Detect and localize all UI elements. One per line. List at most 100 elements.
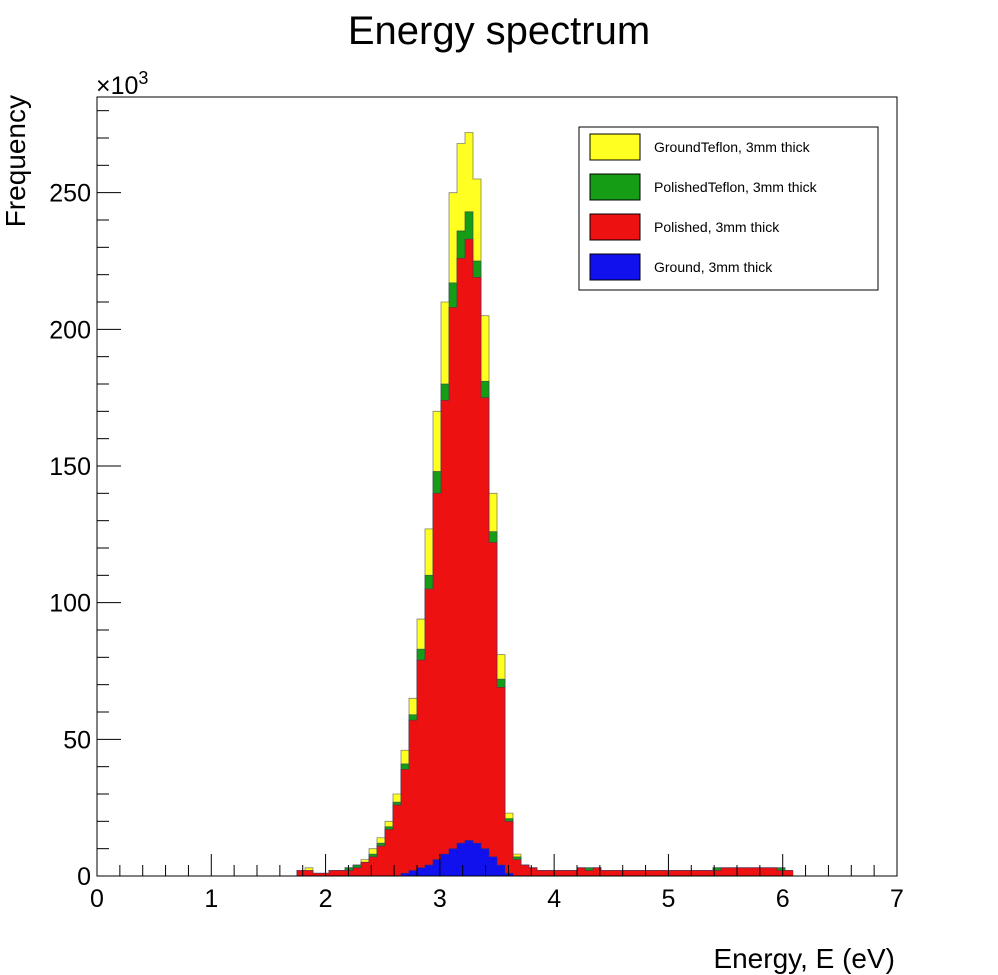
y-axis-scale-base: ×10 [96,72,138,100]
histogram-bar [520,864,530,877]
y-tick-label: 100 [49,590,91,618]
histogram-bar [448,848,458,877]
y-tick-label: 200 [49,316,91,344]
histogram-bar [688,870,698,877]
histogram-bar [432,493,442,877]
x-tick-label: 3 [433,885,447,913]
histogram-bar [680,870,690,877]
histogram-bar [376,845,386,877]
histogram-bar [368,856,378,877]
histogram-bar [408,870,418,877]
x-tick-label: 1 [204,885,218,913]
y-tick-label: 150 [49,453,91,481]
histogram-bar [472,843,482,877]
histogram-bar [416,867,426,877]
x-axis: 0 1 2 3 4 5 6 7 [90,854,904,913]
legend-label: Ground, 3mm thick [654,259,773,275]
histogram-bar [608,870,618,877]
histogram-bar [544,870,554,877]
histogram-bar [328,870,338,877]
histogram-bar [496,864,506,877]
histogram-bar [656,870,666,877]
x-tick-label: 5 [661,885,675,913]
plot-area [296,132,794,877]
histogram-bar [616,870,626,877]
histogram-bar [720,867,730,877]
histogram-bar [576,867,586,877]
histogram-bar [360,862,370,877]
histogram-bar [480,397,490,877]
histogram-bar [416,659,426,877]
y-axis-scale-exponent: 3 [138,68,148,88]
histogram-outline [296,238,793,876]
histogram-bar [672,870,682,877]
histogram-bar [568,870,578,877]
legend-label: Polished, 3mm thick [654,219,780,235]
histogram-bar [424,588,434,877]
y-tick-label: 0 [77,863,91,891]
series-3-bars [296,238,794,877]
x-tick-label: 4 [547,885,561,913]
histogram-bar [560,870,570,877]
histogram-bar [384,829,394,877]
legend-label: PolishedTeflon, 3mm thick [654,179,818,195]
histogram-bar [400,769,410,877]
y-axis: 0 50 100 150 200 250 [49,110,121,891]
histogram-bar [736,867,746,877]
histogram-bar [488,856,498,877]
histogram-bar [472,277,482,877]
histogram-bar [480,848,490,877]
histogram-bar [728,867,738,877]
y-tick-label: 250 [49,180,91,208]
legend-swatch [589,213,641,241]
histogram-bar [488,542,498,877]
histogram-bar [624,870,634,877]
histogram-bar [344,870,354,877]
x-tick-label: 7 [890,885,904,913]
legend-swatch [589,253,641,281]
histogram-bar [424,864,434,877]
histogram-bar [352,867,362,877]
histogram-bar [504,821,514,877]
histogram-bar [648,870,658,877]
histogram-bar [776,870,786,877]
histogram-bar [304,870,314,877]
histogram-bar [440,400,450,877]
histogram-bar [448,307,458,877]
x-tick-label: 0 [90,885,104,913]
histogram-bar [744,867,754,877]
histogram-bar [496,687,506,877]
y-axis-title: Frequency [0,95,31,227]
histogram-bar [456,258,466,877]
series-2-bars [296,211,794,877]
x-axis-title: Energy, E (eV) [713,943,895,974]
legend-label: GroundTeflon, 3mm thick [654,139,811,155]
chart-title: Energy spectrum [348,9,650,53]
histogram-bar [464,840,474,877]
histogram-bar [696,870,706,877]
legend: GroundTeflon, 3mm thick PolishedTeflon, 3… [578,126,879,291]
histogram-bar [768,867,778,877]
histogram-bar [760,867,770,877]
histogram-bar [632,870,642,877]
histogram-bar [440,853,450,877]
y-axis-scale-label: ×103 [96,68,148,100]
legend-swatch [589,173,641,201]
histogram-bar [456,843,466,877]
histogram-bar [512,859,522,877]
histogram-bar [640,870,650,877]
histogram-outline [296,211,793,876]
histogram-bar [536,870,546,877]
histogram-bar [408,720,418,877]
histogram-bar [784,870,794,877]
histogram-bar [704,870,714,877]
histogram-bar [600,870,610,877]
plot-frame [96,96,898,877]
y-tick-label: 50 [63,726,91,754]
histogram-bar [296,870,306,877]
histogram-bar [664,870,674,877]
x-tick-label: 2 [319,885,333,913]
histogram-bar [584,870,594,877]
legend-swatch [589,133,641,161]
